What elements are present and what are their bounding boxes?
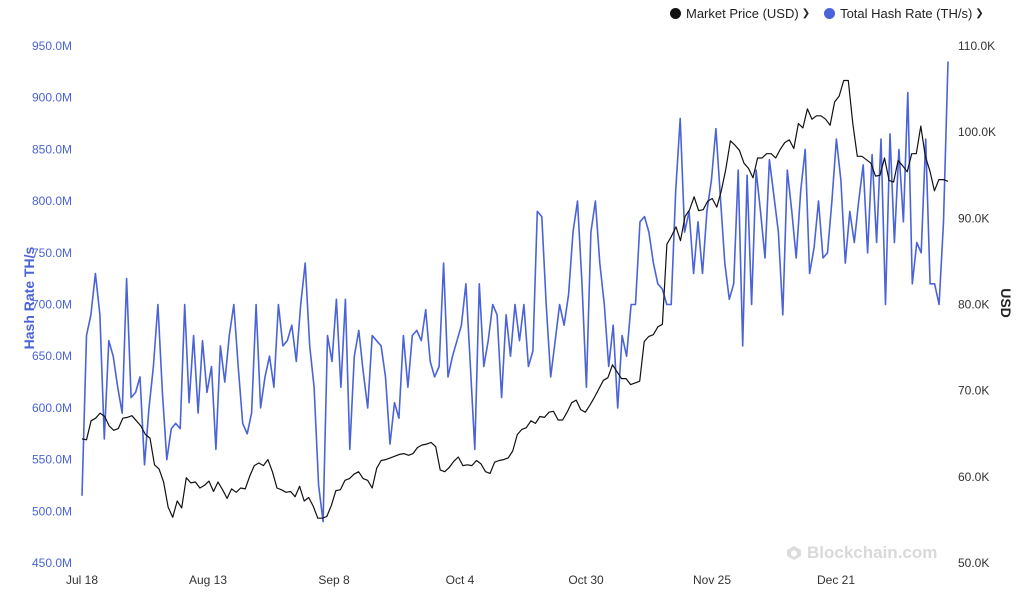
left-tick-label: 750.0M	[32, 246, 72, 260]
left-tick-label: 550.0M	[32, 453, 72, 467]
series-layer	[81, 61, 949, 523]
right-tick-label: 110.0K	[958, 39, 995, 53]
left-axis-title: Hash Rate TH/s	[21, 246, 37, 350]
chevron-down-icon: ❯	[801, 8, 811, 19]
x-tick-label: Jul 18	[66, 573, 98, 587]
legend-item-hashrate[interactable]: Total Hash Rate (TH/s) ❯	[824, 6, 984, 21]
right-tick-label: 80.0K	[958, 298, 989, 312]
watermark: Blockchain.com	[786, 543, 937, 563]
right-tick-label: 100.0K	[958, 125, 996, 139]
right-tick-label: 70.0K	[958, 384, 989, 398]
watermark-text: Blockchain.com	[807, 543, 938, 562]
left-tick-label: 500.0M	[32, 504, 72, 518]
x-axis-ticks: Jul 18 Aug 13 Sep 8 Oct 4 Oct 30 Nov 25 Dec 21	[66, 573, 855, 587]
x-tick-label: Oct 30	[568, 573, 604, 587]
chevron-down-icon: ❯	[975, 8, 984, 19]
left-tick-label: 700.0M	[32, 298, 72, 312]
legend-price-label: Market Price (USD)	[686, 6, 799, 21]
left-tick-label: 950.0M	[32, 39, 72, 53]
left-tick-label: 900.0M	[32, 91, 72, 105]
x-tick-label: Nov 25	[693, 573, 731, 587]
price-dot-icon	[670, 8, 681, 19]
right-axis-ticks: 50.0K 60.0K 70.0K 80.0K 90.0K 100.0K 110.0K	[958, 39, 996, 570]
right-tick-label: 50.0K	[958, 556, 989, 570]
hashrate-series-line	[81, 61, 949, 523]
x-tick-label: Sep 8	[318, 573, 350, 587]
blockchain-logo-icon	[787, 546, 801, 560]
x-tick-label: Oct 4	[446, 573, 475, 587]
price-series-line	[81, 79, 949, 519]
hashrate-dot-icon	[824, 8, 836, 19]
right-tick-label: 60.0K	[958, 470, 989, 484]
left-tick-label: 800.0M	[32, 194, 72, 208]
left-axis-ticks: 450.0M 500.0M 550.0M 600.0M 650.0M 700.0M 750.…	[32, 39, 72, 570]
right-tick-label: 90.0K	[958, 211, 989, 225]
left-tick-label: 850.0M	[32, 142, 72, 156]
legend: Market Price (USD) ❯ Total Hash Rate (TH…	[670, 6, 984, 21]
left-tick-label: 600.0M	[32, 401, 72, 415]
x-tick-label: Dec 21	[817, 573, 855, 587]
x-tick-label: Aug 13	[189, 573, 227, 587]
left-tick-label: 450.0M	[32, 556, 72, 570]
left-tick-label: 650.0M	[32, 349, 72, 363]
right-axis-title: USD	[998, 288, 1014, 318]
legend-hashrate-label: Total Hash Rate (TH/s)	[840, 6, 973, 21]
legend-item-price[interactable]: Market Price (USD) ❯	[670, 6, 810, 21]
